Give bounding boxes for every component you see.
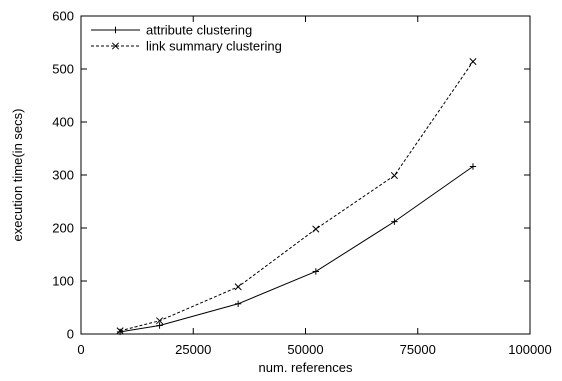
ticks-layer: 0 25000 50000 75000 100000 0 100 200 300 400 500 60… (52, 9, 551, 358)
series-line-link-summary-clustering (119, 61, 474, 332)
series-layer (116, 58, 477, 336)
y-tick-label: 100 (52, 274, 74, 289)
data-point-attribute-clustering (312, 268, 320, 275)
x-tick-label: 75000 (400, 342, 436, 357)
legend-entry-link-summary-clustering: link summary clustering (91, 39, 282, 54)
y-tick-label: 400 (52, 115, 74, 130)
x-tick-label: 0 (77, 342, 84, 357)
data-point-attribute-clustering (469, 163, 477, 170)
data-point-link-summary-clustering (390, 171, 398, 180)
plot-frame (80, 15, 531, 335)
y-tick-label: 300 (52, 168, 74, 183)
data-point-link-summary-clustering (234, 283, 242, 291)
y-tick-label: 600 (52, 9, 74, 24)
x-tick-label: 25000 (175, 342, 211, 357)
legend-marker-attribute-clustering (112, 26, 119, 34)
y-axis-title: execution time(in secs) (10, 109, 25, 242)
legend-label-attribute-clustering: attribute clustering (146, 23, 252, 38)
x-tick-label: 50000 (287, 342, 323, 357)
legend-entry-attribute-clustering: attribute clustering (91, 23, 252, 38)
data-point-attribute-clustering (234, 300, 242, 307)
data-point-link-summary-clustering (116, 327, 124, 335)
y-tick-label: 0 (67, 327, 74, 342)
series-line-attribute-clustering (119, 166, 474, 333)
legend: attribute clustering link summary cluste… (91, 23, 282, 54)
legend-label-link-summary-clustering: link summary clustering (146, 39, 282, 54)
y-tick-label: 500 (52, 62, 74, 77)
data-point-attribute-clustering (391, 218, 398, 225)
data-point-link-summary-clustering (156, 317, 164, 325)
y-tick-label: 200 (52, 221, 74, 236)
data-point-link-summary-clustering (469, 58, 477, 66)
data-point-link-summary-clustering (312, 225, 320, 233)
data-point-attribute-clustering (156, 322, 163, 329)
x-axis-title: num. references (259, 360, 353, 375)
x-tick-label: 100000 (508, 342, 551, 357)
legend-marker-link-summary-clustering (111, 42, 120, 50)
